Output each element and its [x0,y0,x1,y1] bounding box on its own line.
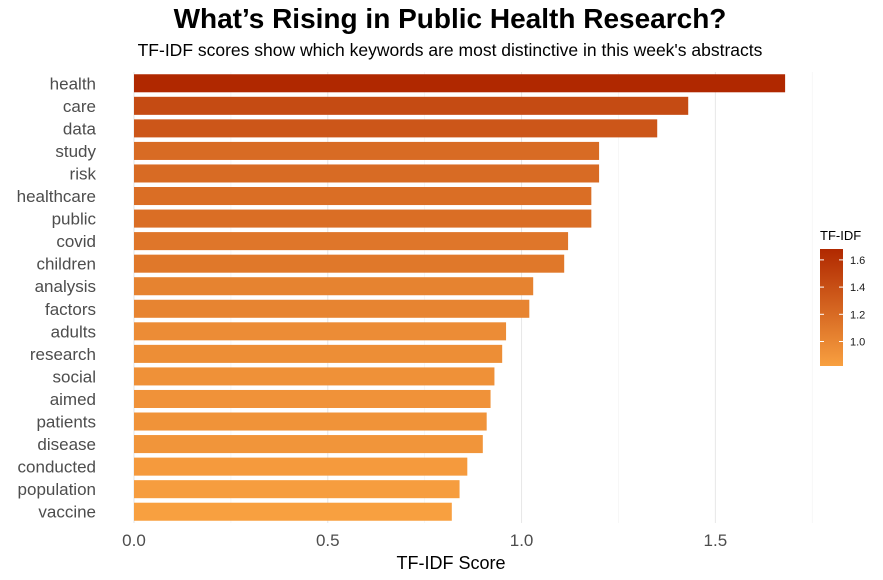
y-label-analysis: analysis [35,277,96,296]
bar-care [134,96,689,115]
bar-risk [134,164,600,183]
bar-public [134,209,592,228]
legend-tick-label: 1.6 [850,255,865,267]
chart-title: What’s Rising in Public Health Research? [173,3,727,34]
chart-subtitle: TF-IDF scores show which keywords are mo… [137,40,763,60]
bar-adults [134,322,507,341]
x-tick-label: 0.5 [316,531,340,550]
legend-colorbar [820,249,843,366]
bar-healthcare [134,187,592,206]
y-label-research: research [30,345,96,364]
bar-factors [134,299,530,318]
x-axis-ticks: 0.0 0.5 1.0 1.5 [122,531,727,550]
bar-data [134,119,658,138]
y-label-patients: patients [36,413,96,432]
bar-conducted [134,457,468,476]
bar-analysis [134,277,534,296]
y-label-disease: disease [37,435,96,454]
y-label-aimed: aimed [50,390,96,409]
y-label-care: care [63,97,96,116]
y-label-factors: factors [45,300,96,319]
legend-title: TF-IDF [820,228,861,243]
bar-disease [134,435,483,454]
bar-vaccine [134,502,452,521]
y-label-conducted: conducted [18,458,96,477]
bar-research [134,344,503,363]
y-axis-labels: healthcaredatastudyriskhealthcarepublicc… [17,74,97,521]
bars [134,74,786,521]
y-label-health: health [50,74,96,93]
y-label-social: social [53,367,96,386]
x-axis-title: TF-IDF Score [396,553,505,573]
color-legend: TF-IDF 1.6 1.4 1.2 1.0 [820,228,865,366]
legend-tick-label: 1.0 [850,337,865,349]
y-label-children: children [36,255,96,274]
y-label-vaccine: vaccine [38,503,96,522]
y-label-covid: covid [56,232,96,251]
bar-population [134,480,460,499]
bar-patients [134,412,487,431]
legend-tick-label: 1.2 [850,309,865,321]
y-label-public: public [52,210,97,229]
y-label-risk: risk [70,164,97,183]
y-label-population: population [18,480,96,499]
bar-health [134,74,786,93]
bar-covid [134,232,569,251]
bar-children [134,254,565,273]
bar-aimed [134,389,491,408]
bar-study [134,141,600,160]
legend-ticks: 1.6 1.4 1.2 1.0 [820,255,865,349]
y-label-healthcare: healthcare [17,187,96,206]
gridlines [133,72,813,523]
y-label-data: data [63,119,97,138]
x-tick-label: 1.0 [510,531,534,550]
y-label-adults: adults [51,322,96,341]
legend-tick-label: 1.4 [850,282,865,294]
bar-social [134,367,495,386]
y-label-study: study [55,142,96,161]
x-tick-label: 1.5 [704,531,728,550]
x-tick-label: 0.0 [122,531,146,550]
